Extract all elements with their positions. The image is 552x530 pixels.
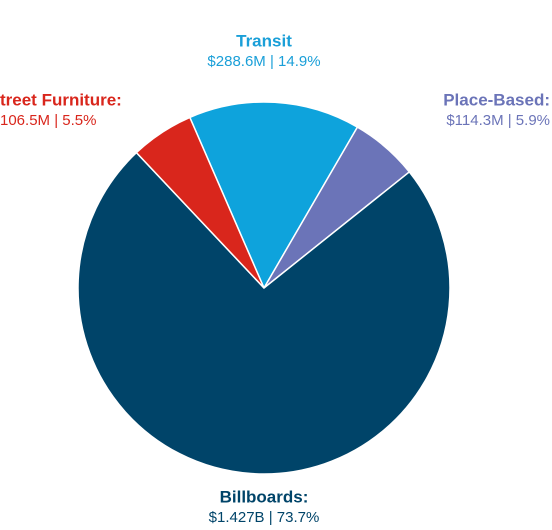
slice-label: Billboards: [220,487,309,506]
slice-value-label: $114.3M | 5.9% [446,112,550,129]
slice-label: Place-Based: [443,90,550,109]
slice-value-label: $288.6M | 14.9% [207,53,320,70]
pie-slice [188,101,359,290]
slice-label: treet Furniture: [0,90,122,109]
slice-value-label: $1.427B | 73.7% [209,509,320,526]
slice-label: Transit [236,31,292,50]
pie-slice [77,151,451,475]
pie-slice [135,116,265,289]
slice-value-label: 106.5M | 5.5% [0,112,96,129]
